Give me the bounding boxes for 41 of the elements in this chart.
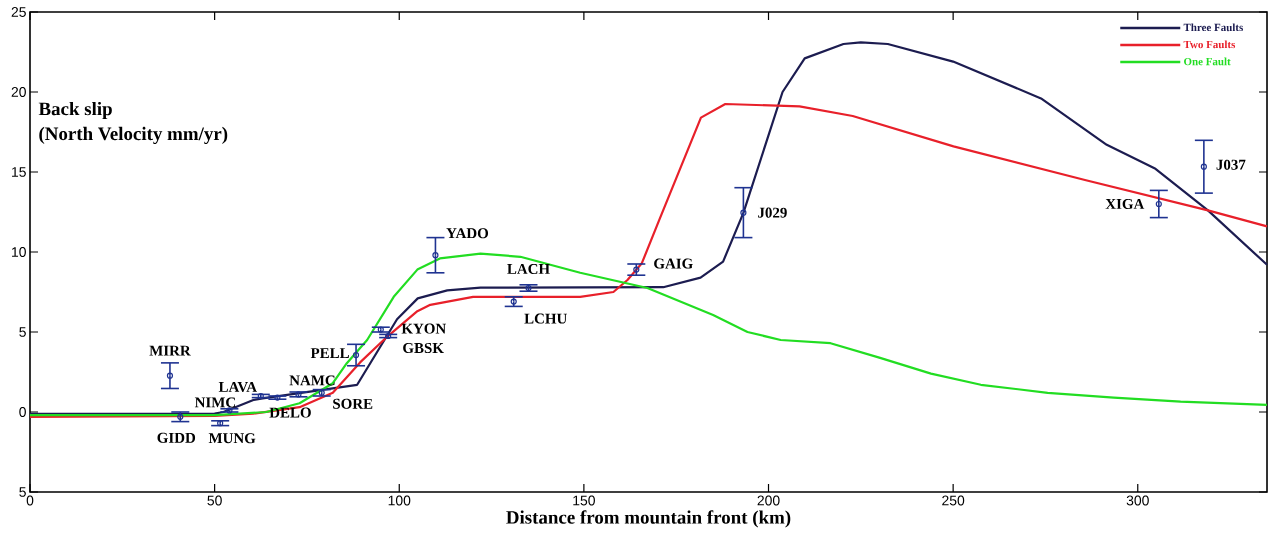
annotation: KYON	[401, 323, 447, 334]
text: One Fault	[1184, 57, 1231, 66]
x-tick-label: 200	[757, 495, 780, 506]
x-tick-label: 0	[26, 495, 34, 506]
line-series	[28, 102, 1268, 418]
annotation: MIRR	[149, 345, 191, 356]
annotation: NIMC	[194, 397, 236, 408]
x-axis-title: Distance from mountain front (km)	[506, 510, 791, 528]
annotation: J029	[758, 207, 787, 218]
x-tick-label: 100	[388, 495, 411, 506]
annotation: PELL	[310, 348, 349, 358]
y-tick-label: 15	[12, 167, 26, 177]
x-tick-label: 150	[573, 495, 595, 506]
annotation: SORE	[333, 398, 373, 409]
annotation: LAVA	[218, 381, 257, 393]
annotation: DELO	[269, 407, 311, 418]
annotation: XIGA	[1105, 198, 1145, 210]
line-series	[28, 41, 1268, 416]
y-tick-label: 25	[11, 7, 26, 17]
x-tick-label: 300	[1126, 495, 1149, 506]
y-tick-label: 10	[12, 247, 26, 257]
y-axis-title: (North Velocity mm/yr)	[39, 126, 228, 145]
line-series	[28, 252, 1268, 417]
text: Back slip	[38, 101, 112, 120]
annotation: GBSK	[403, 342, 444, 354]
text: Three Faults	[1183, 23, 1243, 32]
y-tick-label: 5	[19, 327, 26, 337]
annotation: LCHU	[524, 313, 567, 324]
annotation: GIDD	[157, 432, 196, 443]
annotation: GAIG	[654, 258, 693, 269]
annotation: MUNG	[208, 433, 256, 444]
annotation: YADO	[446, 228, 489, 239]
text: Two Faults	[1183, 40, 1236, 49]
annotation: NAMC	[289, 375, 335, 386]
x-tick-label: 250	[942, 495, 965, 506]
y-tick-label: 0	[19, 407, 26, 417]
x-tick-label: 50	[207, 495, 222, 506]
y-tick-label: 20	[11, 87, 26, 97]
annotation: LACH	[507, 263, 550, 275]
y-tick-label: 5	[19, 487, 26, 497]
annotation: J037	[1216, 159, 1246, 170]
